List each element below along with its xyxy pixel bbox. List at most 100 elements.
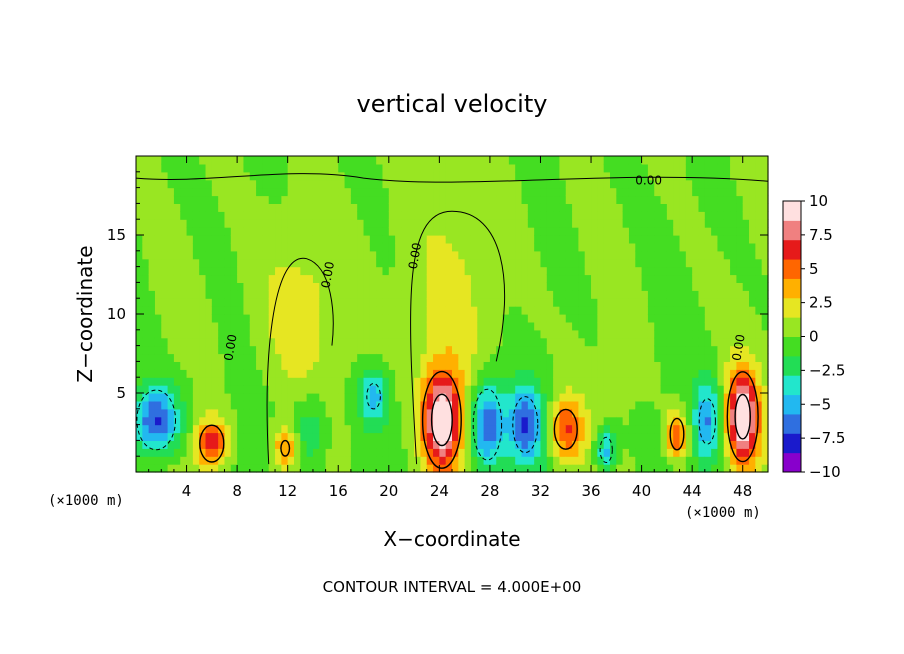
field-cell: [186, 195, 194, 204]
field-cell: [704, 219, 712, 228]
field-cell: [420, 163, 428, 173]
field-cell: [426, 235, 434, 244]
field-cell: [603, 432, 611, 441]
field-cell: [464, 456, 472, 465]
field-cell: [395, 400, 403, 410]
field-cell: [496, 416, 504, 426]
field-cell: [199, 456, 207, 465]
field-cell: [452, 235, 459, 244]
field-cell: [136, 298, 143, 307]
field-cell: [654, 306, 662, 315]
field-cell: [230, 464, 238, 473]
field-cell: [470, 242, 478, 252]
field-cell: [325, 321, 333, 331]
field-cell: [192, 195, 200, 204]
field-cell: [344, 440, 352, 449]
field-cell: [698, 171, 706, 181]
field-cell: [452, 432, 459, 441]
field-cell: [483, 321, 491, 331]
field-cell: [154, 195, 162, 204]
field-cell: [180, 464, 188, 473]
field-cell: [338, 195, 346, 204]
field-cell: [489, 440, 497, 449]
field-cell: [180, 156, 188, 165]
field-cell: [344, 298, 352, 307]
field-cell: [420, 424, 428, 434]
field-cell: [382, 345, 390, 355]
field-cell: [142, 416, 150, 426]
field-cell: [363, 282, 371, 291]
field-cell: [553, 187, 561, 197]
field-cell: [439, 456, 447, 465]
field-cell: [458, 195, 466, 204]
field-cell: [597, 163, 605, 173]
field-cell: [268, 250, 276, 260]
field-cell: [692, 242, 700, 252]
field-cell: [502, 416, 510, 426]
field-cell: [483, 337, 491, 347]
field-cell: [628, 337, 636, 347]
field-cell: [736, 163, 744, 173]
field-cell: [660, 440, 668, 449]
field-cell: [647, 203, 655, 212]
field-cell: [312, 266, 320, 276]
field-cell: [224, 448, 232, 457]
field-cell: [458, 408, 466, 418]
velocity-field: [136, 156, 769, 473]
field-cell: [192, 171, 200, 181]
field-cell: [603, 235, 611, 244]
field-cell: [154, 416, 162, 426]
field-cell: [489, 163, 497, 173]
field-cell: [616, 424, 624, 434]
field-cell: [186, 219, 194, 228]
field-cell: [281, 187, 289, 197]
field-cell: [312, 195, 320, 204]
field-cell: [483, 298, 491, 307]
field-cell: [470, 385, 478, 394]
x-tick-label: 48: [733, 482, 752, 500]
field-cell: [331, 258, 339, 268]
field-cell: [641, 290, 649, 299]
field-cell: [527, 179, 535, 189]
field-cell: [723, 171, 731, 181]
colorbar-swatch: [783, 259, 801, 279]
field-cell: [736, 290, 744, 299]
field-cell: [711, 393, 719, 402]
field-cell: [142, 361, 150, 370]
field-cell: [654, 448, 662, 457]
field-cell: [275, 195, 282, 204]
field-cell: [192, 250, 200, 260]
field-cell: [628, 219, 636, 228]
field-cell: [382, 290, 390, 299]
field-cell: [685, 171, 693, 181]
field-cell: [344, 282, 352, 291]
field-cell: [527, 393, 535, 402]
field-cell: [161, 400, 169, 410]
field-cell: [344, 235, 352, 244]
field-cell: [211, 314, 219, 323]
field-cell: [458, 250, 466, 260]
field-cell: [338, 361, 346, 370]
field-cell: [704, 187, 712, 197]
field-cell: [559, 250, 567, 260]
field-cell: [312, 235, 320, 244]
field-cell: [628, 274, 636, 283]
field-cell: [161, 440, 169, 449]
field-cell: [243, 369, 251, 378]
field-cell: [142, 250, 150, 260]
field-cell: [515, 424, 523, 434]
field-cell: [148, 235, 156, 244]
field-cell: [527, 274, 535, 283]
field-cell: [344, 266, 352, 276]
field-cell: [414, 361, 421, 370]
field-cell: [426, 329, 434, 339]
field-cell: [325, 440, 333, 449]
field-cell: [749, 163, 756, 173]
field-cell: [711, 369, 719, 378]
field-cell: [237, 385, 245, 394]
field-cell: [395, 329, 403, 339]
field-cell: [249, 432, 257, 441]
field-cell: [363, 440, 371, 449]
field-cell: [262, 250, 270, 260]
field-cell: [540, 250, 548, 260]
